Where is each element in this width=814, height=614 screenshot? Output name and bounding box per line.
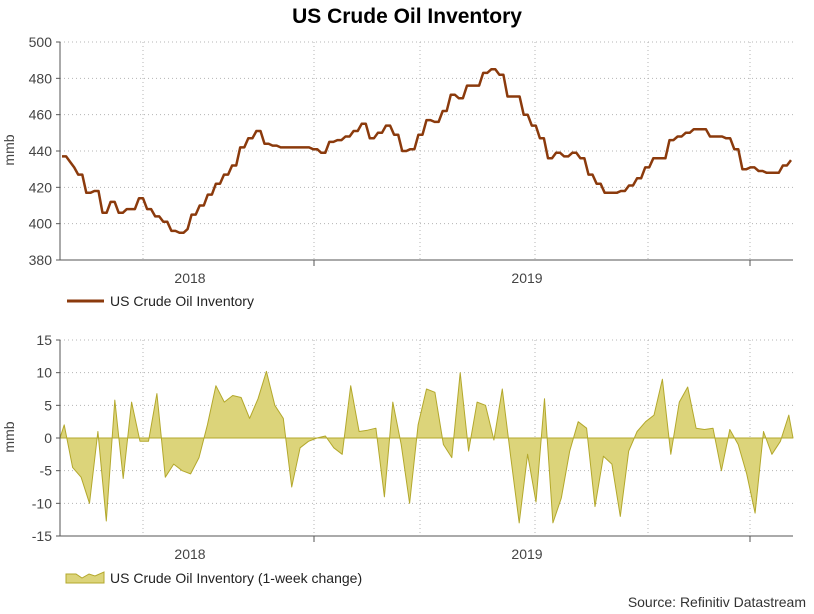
change-x-tick-label: 2018: [174, 546, 205, 562]
level-y-tick-label: 420: [29, 179, 53, 195]
source-note: Source: Refinitiv Datastream: [628, 594, 806, 610]
level-y-tick-label: 440: [29, 143, 53, 159]
level-x-tick-label: 2019: [511, 270, 542, 286]
change-y-axis-label: mmb: [1, 421, 17, 452]
change-y-tick-label: 15: [36, 332, 52, 348]
legend-change-area-swatch: [65, 571, 105, 584]
change-x-tick-label: 2019: [511, 546, 542, 562]
change-y-tick-label: 0: [44, 430, 52, 446]
change-y-tick-label: 5: [44, 397, 52, 413]
level-series-line: [62, 68, 792, 235]
level-y-tick-label: 480: [29, 70, 53, 86]
chart-title: US Crude Oil Inventory: [292, 5, 522, 28]
level-y-axis-label: mmb: [1, 134, 17, 165]
inventory-level-panel: mmb US Crude Oil Inventory 380 400 420 440 4…: [1, 34, 793, 309]
change-series-area: [59, 370, 794, 524]
change-y-tick-label: -10: [32, 495, 52, 511]
legend-change-label: US Crude Oil Inventory (1-week change): [110, 570, 362, 586]
change-y-tick-label: -5: [40, 463, 53, 479]
legend-level-label: US Crude Oil Inventory: [110, 293, 254, 309]
level-y-tick-label: 460: [29, 107, 53, 123]
level-y-tick-label: 400: [29, 216, 53, 232]
level-y-tick-label: 500: [29, 34, 53, 50]
weekly-change-panel: mmb US Crude Oil Inventory (1-week chang…: [1, 332, 794, 586]
change-y-tick-label: 10: [36, 365, 52, 381]
level-x-tick-label: 2018: [174, 270, 205, 286]
change-y-tick-label: -15: [32, 528, 52, 544]
level-y-tick-label: 380: [29, 252, 53, 268]
